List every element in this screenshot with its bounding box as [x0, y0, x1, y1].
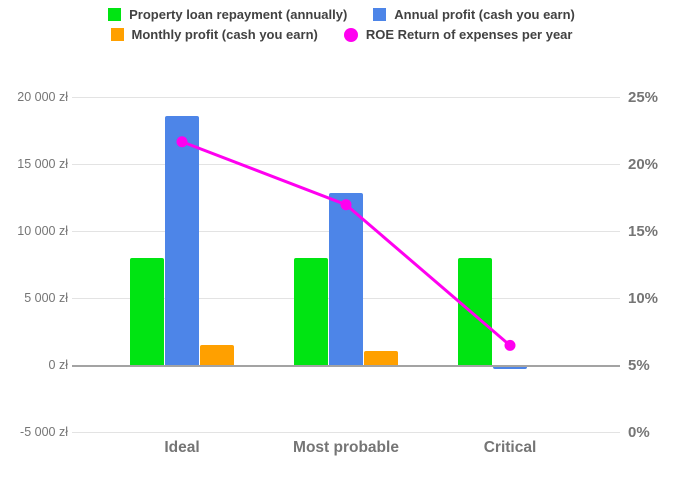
y-axis-tick-label: 5 000 zł	[24, 290, 68, 305]
bar-monthly-profit-cash-you-earn	[200, 344, 234, 366]
x-axis-category-label: Most probable	[293, 439, 399, 456]
legend-item-annual-profit: Annual profit (cash you earn)	[373, 7, 575, 22]
y-axis-tick-label: 15 000 zł	[17, 156, 68, 171]
gridline	[72, 164, 620, 165]
bar-property-loan-repayment-annually	[130, 258, 164, 366]
y-axis-tick-label: 20 000 zł	[17, 89, 68, 104]
legend-swatch-green-square-icon	[108, 8, 122, 21]
x-axis-category-label: Ideal	[164, 439, 200, 456]
legend-swatch-magenta-circle-icon	[343, 27, 358, 42]
legend-swatch-orange-square-icon	[110, 28, 124, 41]
legend-row-2: Monthly profit (cash you earn) ROE Retur…	[110, 27, 573, 42]
legend-item-property-loan-repayment: Property loan repayment (annually)	[108, 7, 347, 22]
legend-row-1: Property loan repayment (annually) Annua…	[108, 7, 575, 22]
legend-label: Monthly profit (cash you earn)	[131, 27, 318, 42]
y-axis-tick-label: -5 000 zł	[20, 424, 68, 439]
right-axis-tick-label: 0%	[628, 423, 650, 441]
right-axis-tick-label: 20%	[628, 155, 659, 173]
roe-point	[504, 339, 516, 351]
gridline	[72, 432, 620, 433]
gridline	[72, 97, 620, 98]
legend-item-roe: ROE Return of expenses per year	[343, 27, 573, 42]
bar-annual-profit-cash-you-earn	[165, 116, 199, 366]
x-axis-category-label: Critical	[483, 439, 537, 456]
bar-annual-profit-cash-you-earn	[493, 366, 527, 370]
legend-label: Property loan repayment (annually)	[129, 7, 348, 22]
chart-legend: Property loan repayment (annually) Annua…	[0, 7, 683, 42]
zero-axis-line	[72, 364, 620, 367]
legend-item-monthly-profit: Monthly profit (cash you earn)	[110, 27, 318, 42]
bar-property-loan-repayment-annually	[458, 258, 492, 366]
y-axis-tick-label: 10 000 zł	[17, 223, 68, 238]
bar-annual-profit-cash-you-earn	[329, 192, 363, 366]
legend-label: ROE Return of expenses per year	[365, 27, 573, 42]
right-axis-tick-label: 15%	[628, 222, 659, 240]
bar-monthly-profit-cash-you-earn	[364, 351, 398, 366]
y-axis-tick-label: 0 zł	[48, 357, 68, 372]
bar-property-loan-repayment-annually	[294, 258, 328, 366]
right-axis-tick-label: 25%	[628, 88, 659, 106]
legend-label: Annual profit (cash you earn)	[394, 7, 575, 22]
legend-swatch-blue-square-icon	[373, 8, 387, 21]
right-axis-tick-label: 5%	[628, 356, 650, 374]
right-axis-tick-label: 10%	[628, 289, 659, 307]
